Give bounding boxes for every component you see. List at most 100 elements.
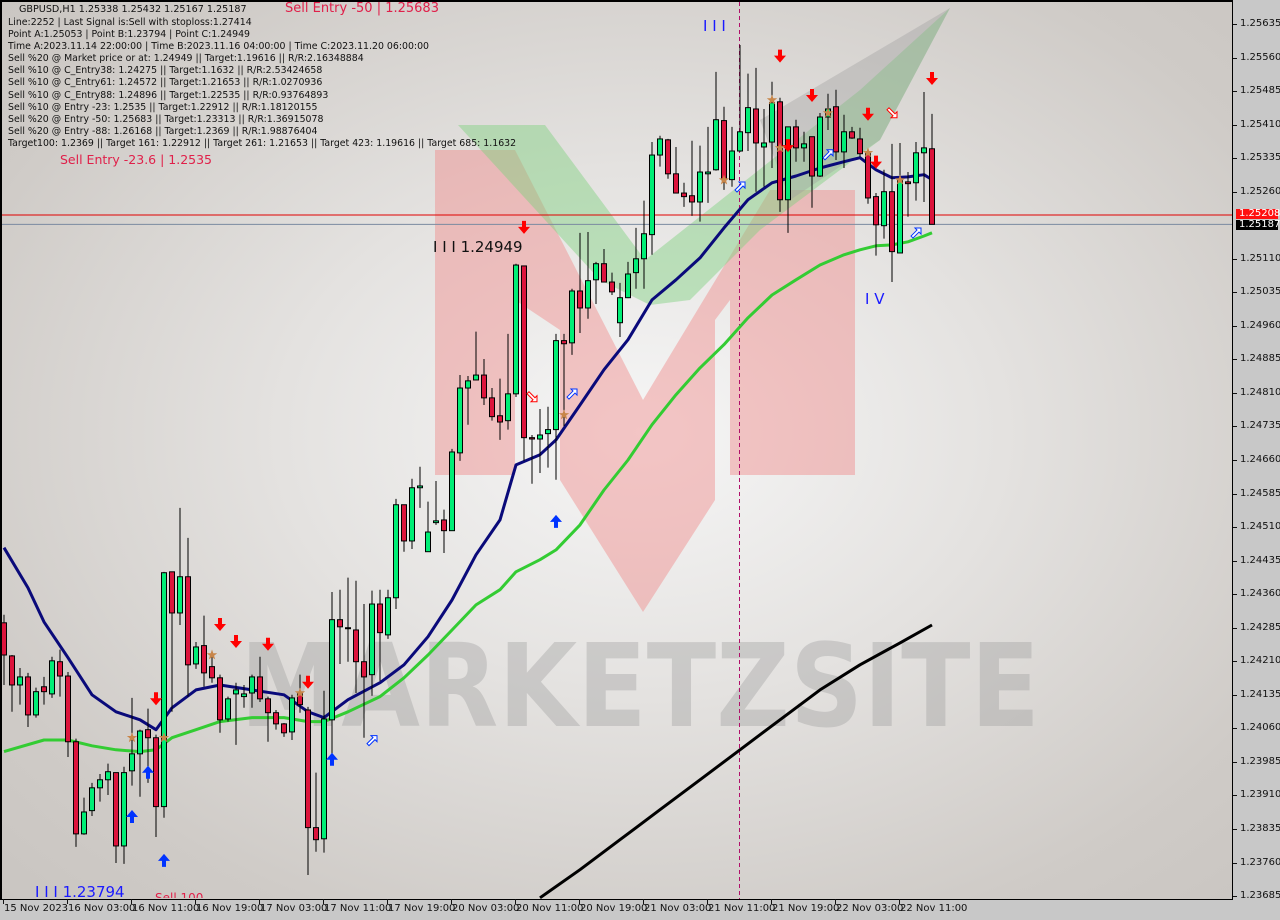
candle [625, 261, 631, 299]
candle [473, 331, 479, 381]
candle-body [161, 572, 167, 808]
price-tick [1233, 460, 1237, 462]
candle-body [41, 686, 47, 693]
candle [817, 112, 823, 177]
price-tick-label: 1.24885 [1240, 353, 1280, 365]
candle-body [257, 676, 263, 700]
candle [353, 580, 359, 694]
candle-body [73, 741, 79, 835]
sell-entry-236-label: Sell Entry -23.6 | 1.2535 [60, 152, 213, 167]
price-tick-label: 1.24585 [1240, 487, 1280, 499]
candle [257, 656, 263, 702]
price-tick-label: 1.24435 [1240, 554, 1280, 566]
time-tick-label: 15 Nov 2023 [4, 903, 69, 914]
candle-body [385, 597, 391, 636]
candle [377, 589, 383, 681]
candle [457, 375, 463, 461]
candle [385, 589, 391, 639]
price-tick-label: 1.25485 [1240, 85, 1280, 97]
sell-arrow-icon [214, 618, 226, 632]
price-tick-label: 1.24060 [1240, 722, 1280, 734]
candle [593, 261, 599, 304]
info-line: Sell %10 @ C_Entry38: 1.24275 || Target:… [8, 65, 323, 77]
logo-pink-shape [435, 150, 855, 612]
sell-arrow-icon [870, 155, 882, 169]
info-line: Point A:1.25053 | Point B:1.23794 | Poin… [8, 29, 251, 41]
candle [497, 378, 503, 440]
candle [577, 232, 583, 334]
candle-body [393, 504, 399, 599]
candle [81, 797, 87, 835]
candle [73, 738, 79, 847]
candle-body [17, 676, 23, 686]
info-line: Sell %20 @ Market price or at: 1.24949 |… [8, 53, 364, 65]
candle-body [281, 723, 287, 734]
candle-body [25, 676, 31, 716]
candle-body [409, 487, 415, 542]
price-tick-label: 1.24960 [1240, 319, 1280, 331]
candle [617, 282, 623, 338]
candle-body [193, 646, 199, 665]
candle-body [769, 102, 775, 143]
candle-body [105, 771, 111, 781]
candle [929, 113, 935, 225]
candle [753, 67, 759, 192]
chart-plot-area[interactable] [0, 0, 1233, 900]
star-icon [206, 649, 218, 660]
price-tick-label: 1.23985 [1240, 755, 1280, 767]
info-line: Sell %10 @ Entry -23: 1.2535 || Target:1… [8, 101, 318, 113]
candle-body [889, 191, 895, 253]
candle-body [497, 415, 503, 423]
candle-body [129, 753, 135, 772]
candle-body [521, 265, 527, 439]
buy-outline-arrow-icon [566, 388, 578, 400]
price-tick [1233, 91, 1237, 93]
candle [369, 590, 375, 696]
candle-body [233, 689, 239, 695]
candle [921, 91, 927, 202]
candle-body [49, 660, 55, 695]
candle-body [897, 179, 903, 254]
candle [705, 126, 711, 203]
star-icon [158, 732, 170, 743]
price-tick-label: 1.23685 [1240, 890, 1280, 902]
candle-body [481, 374, 487, 399]
candles [1, 45, 935, 876]
logo-green-swoosh [458, 8, 950, 305]
candle-body [321, 718, 327, 840]
star-icon [774, 142, 786, 153]
candle-body [401, 504, 407, 542]
candle [361, 604, 367, 738]
time-tick [323, 899, 324, 904]
sell-arrow-icon [806, 88, 818, 102]
buy-outline-arrow-icon [366, 735, 378, 747]
candle [121, 766, 127, 864]
time-tick-label: 20 Nov 11:00 [516, 903, 584, 914]
candle-body [33, 691, 39, 716]
price-tick [1233, 728, 1237, 730]
candle-body [833, 106, 839, 153]
candle-body [537, 434, 543, 440]
candle-body [881, 191, 887, 227]
time-tick-label: 21 Nov 11:00 [708, 903, 776, 914]
candle [513, 263, 519, 397]
price-tick [1233, 560, 1237, 562]
price-tick [1233, 158, 1237, 160]
candle-body [641, 233, 647, 260]
candle-body [673, 173, 679, 194]
candle [433, 481, 439, 525]
sell-arrow-icon [302, 675, 314, 689]
candle [681, 182, 687, 207]
price-tick [1233, 594, 1237, 596]
price-tick [1233, 325, 1237, 327]
wave-label-iii-top: I I I [703, 17, 726, 35]
candle [697, 145, 703, 222]
star-icon [822, 107, 834, 118]
price-tick-label: 1.24135 [1240, 688, 1280, 700]
candle [585, 231, 591, 319]
slow-ma-line [3, 231, 933, 754]
candle-body [585, 280, 591, 309]
buy-outline-arrow-icon [822, 149, 834, 161]
candle-body [329, 619, 335, 721]
candle-body [225, 698, 231, 720]
